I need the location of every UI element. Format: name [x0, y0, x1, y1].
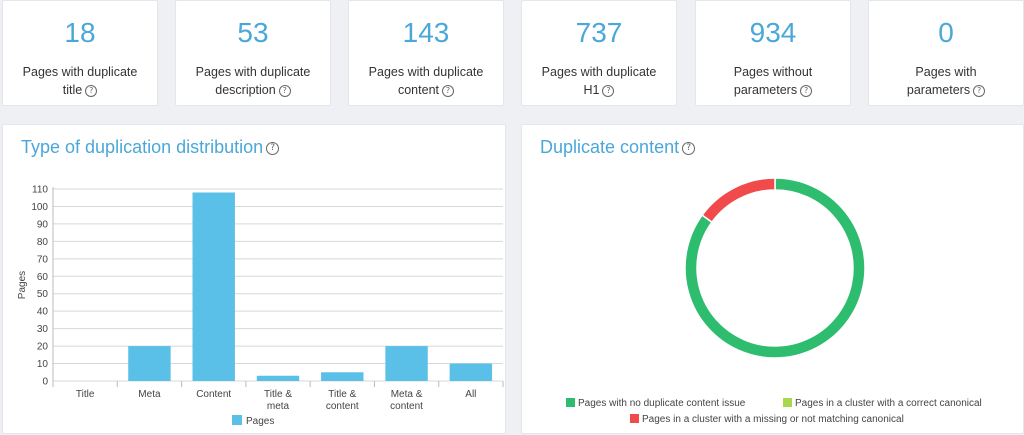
stat-label: Pages with duplicate H1?	[541, 65, 657, 97]
stat-label: Pages with duplicate content?	[368, 65, 484, 97]
help-icon[interactable]: ?	[266, 142, 280, 155]
x-tick-label: meta	[267, 401, 290, 412]
x-tick-label: All	[465, 389, 476, 400]
help-icon[interactable]: ?	[602, 85, 615, 97]
bar[interactable]	[128, 346, 171, 381]
y-tick-label: 10	[37, 359, 49, 370]
stat-label: Pages with duplicate title?	[22, 65, 138, 97]
stat-label: Pages with duplicate description?	[195, 65, 311, 97]
help-icon[interactable]: ?	[442, 85, 454, 97]
y-tick-label: 0	[42, 377, 48, 388]
y-axis-label: Pages	[17, 271, 28, 299]
bar[interactable]	[321, 372, 364, 381]
x-tick-label: Title &	[328, 389, 356, 400]
y-tick-label: 20	[37, 342, 49, 353]
duplicate-content-panel: Duplicate content? Pages with no duplica…	[521, 124, 1024, 434]
stat-value: 18	[64, 17, 96, 48]
y-tick-label: 70	[37, 254, 49, 265]
legend-swatch	[566, 398, 575, 407]
x-tick-label: content	[390, 401, 423, 412]
bar[interactable]	[385, 346, 428, 381]
x-tick-label: Content	[196, 389, 231, 400]
help-icon[interactable]: ?	[682, 142, 696, 155]
panel-title: Type of duplication distribution?	[21, 137, 280, 158]
help-icon[interactable]: ?	[800, 85, 813, 97]
stat-value: 934	[749, 17, 797, 48]
legend-label[interactable]: Pages in a cluster with a missing or not…	[642, 414, 904, 425]
stat-label: Pages with parameters?	[869, 63, 1023, 99]
y-tick-label: 100	[31, 202, 48, 213]
legend-label[interactable]: Pages with no duplicate content issue	[578, 398, 746, 409]
stat-card-duplicate-title: 18 Pages with duplicate title?	[2, 0, 158, 106]
y-tick-label: 90	[37, 219, 49, 230]
x-tick-label: Meta	[138, 389, 161, 400]
y-tick-label: 60	[37, 272, 49, 283]
help-icon[interactable]: ?	[973, 85, 986, 97]
duplication-bar-chart: 0 10 20 30 40 50 60 70 80 90 100 110 Title Meta Conten…	[17, 185, 504, 427]
bar[interactable]	[192, 192, 235, 381]
panel-title: Duplicate content?	[540, 137, 696, 158]
legend-swatch	[630, 414, 639, 423]
legend-swatch	[232, 415, 242, 425]
stat-card-with-parameters: 0 Pages with parameters?	[868, 0, 1024, 106]
stat-card-duplicate-h1: 737 Pages with duplicate H1?	[521, 0, 677, 106]
help-icon[interactable]: ?	[278, 85, 291, 97]
x-tick-label: content	[326, 401, 359, 412]
donut-slice[interactable]	[701, 177, 776, 224]
stat-value: 143	[402, 17, 450, 48]
stat-value: 0	[938, 17, 954, 48]
stat-value: 53	[237, 17, 269, 48]
x-tick-label: Title &	[264, 389, 292, 400]
stat-value: 737	[575, 17, 623, 48]
legend-label[interactable]: Pages	[246, 416, 274, 427]
duplication-distribution-panel: Type of duplication distribution? 0 10 20 3…	[2, 124, 506, 434]
y-tick-label: 30	[37, 324, 49, 335]
y-tick-label: 50	[37, 289, 49, 300]
bar[interactable]	[256, 375, 300, 381]
legend-label[interactable]: Pages in a cluster with a correct canoni…	[795, 398, 982, 409]
stat-card-without-parameters: 934 Pages without parameters?	[695, 0, 851, 106]
stat-label: Pages without parameters?	[733, 65, 813, 97]
y-tick-label: 40	[37, 307, 49, 318]
stat-card-duplicate-content: 143 Pages with duplicate content?	[348, 0, 504, 106]
x-tick-label: Meta &	[391, 389, 423, 400]
bar[interactable]	[449, 363, 493, 381]
stat-card-duplicate-description: 53 Pages with duplicate description?	[175, 0, 331, 106]
help-icon[interactable]: ?	[85, 85, 98, 97]
duplicate-content-donut-chart: Pages with no duplicate content issue Pag…	[566, 177, 982, 425]
y-tick-label: 80	[37, 237, 49, 248]
legend-swatch	[783, 398, 792, 407]
x-tick-label: Title	[76, 389, 95, 400]
y-tick-label: 110	[32, 185, 48, 196]
